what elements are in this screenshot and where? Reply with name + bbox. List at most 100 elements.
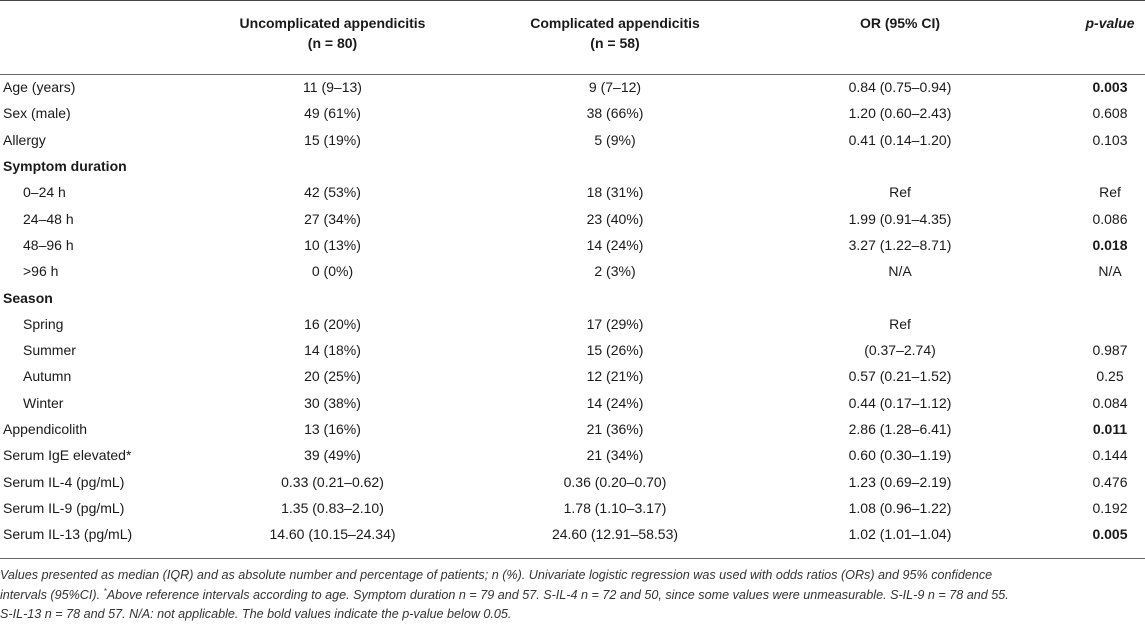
footnote-line-2b: Above reference intervals according to a… xyxy=(106,587,1009,602)
results-table: Uncomplicated appendicitis (n = 80) Comp… xyxy=(0,0,1145,547)
table-row: 24–48 h 27 (34%) 23 (40%) 1.99 (0.91–4.35) 0… xyxy=(0,205,1145,231)
complicated-value: 18 (31%) xyxy=(586,184,644,201)
row-label: 24–48 h xyxy=(23,210,74,227)
header-row: Uncomplicated appendicitis (n = 80) Comp… xyxy=(0,0,1145,56)
row-label: Winter xyxy=(23,394,64,411)
uncomplicated-value xyxy=(200,153,465,179)
header-or: OR (95% CI) xyxy=(859,15,941,31)
bottom-rule xyxy=(0,558,1145,559)
uncomplicated-value: 1.35 (0.83–2.10) xyxy=(281,499,384,516)
p-value xyxy=(1035,311,1145,337)
table-row: Symptom duration xyxy=(0,153,1145,179)
row-label: Age (years) xyxy=(3,79,76,96)
top-rule xyxy=(0,0,1145,1)
p-value: 0.011 xyxy=(1092,421,1128,437)
or-value: 1.02 (1.01–1.04) xyxy=(848,526,952,543)
header-pvalue: p-value xyxy=(1085,15,1135,31)
p-value: 0.086 xyxy=(1092,210,1128,227)
table-row: Winter 30 (38%) 14 (24%) 0.44 (0.17–1.12) 0.… xyxy=(0,390,1145,416)
or-value: 3.27 (1.22–8.71) xyxy=(848,236,952,253)
or-value: Ref xyxy=(889,184,911,201)
table-row: Serum IgE elevated* 39 (49%) 21 (34%) 0.60 … xyxy=(0,442,1145,468)
header-complicated-title: Complicated appendicitis xyxy=(530,15,700,31)
complicated-value: 21 (34%) xyxy=(586,447,644,464)
uncomplicated-value xyxy=(200,284,465,310)
table-row: Serum IL-13 (pg/mL) 14.60 (10.15–24.34) 24… xyxy=(0,521,1145,547)
complicated-value: 38 (66%) xyxy=(586,105,644,122)
or-value: 1.08 (0.96–1.22) xyxy=(848,499,952,516)
uncomplicated-value: 13 (16%) xyxy=(304,421,361,437)
row-label: Serum IL-9 (pg/mL) xyxy=(3,499,125,516)
complicated-value: 0.36 (0.20–0.70) xyxy=(563,473,667,490)
header-label-col xyxy=(0,0,200,56)
table-row: Serum IL-9 (pg/mL) 1.35 (0.83–2.10) 1.78 (… xyxy=(0,495,1145,521)
p-value: 0.192 xyxy=(1092,499,1128,516)
complicated-value: 9 (7–12) xyxy=(588,79,642,96)
complicated-value: 23 (40%) xyxy=(586,210,644,227)
uncomplicated-value: 15 (19%) xyxy=(304,131,361,148)
header-uncomplicated-n: (n = 80) xyxy=(307,35,358,51)
footnote-line-1: Values presented as median (IQR) and as … xyxy=(0,568,993,582)
footnote-line-2: intervals (95%CI). *Above reference inte… xyxy=(0,586,1140,606)
uncomplicated-value: 49 (61%) xyxy=(304,105,361,122)
row-label: Serum IL-4 (pg/mL) xyxy=(3,473,125,490)
or-value: N/A xyxy=(888,263,912,280)
row-label: Spring xyxy=(23,315,64,332)
complicated-value: 14 (24%) xyxy=(586,236,644,253)
complicated-value: 5 (9%) xyxy=(594,131,636,148)
or-value: 2.86 (1.28–6.41) xyxy=(848,421,952,437)
table-row: Autumn 20 (25%) 12 (21%) 0.57 (0.21–1.52) 0.… xyxy=(0,363,1145,389)
complicated-value: 14 (24%) xyxy=(586,394,644,411)
p-value: 0.25 xyxy=(1096,368,1124,385)
or-value: 0.84 (0.75–0.94) xyxy=(848,79,952,96)
p-value: 0.987 xyxy=(1092,342,1128,359)
table-row: Appendicolith 13 (16%) 21 (36%) 2.86 (1.28–… xyxy=(0,416,1145,442)
row-label: Sex (male) xyxy=(3,105,71,122)
table-row: Sex (male) 49 (61%) 38 (66%) 1.20 (0.60–2.4… xyxy=(0,100,1145,126)
or-value: 1.20 (0.60–2.43) xyxy=(848,105,952,122)
uncomplicated-value: 11 (9–13) xyxy=(303,79,362,96)
uncomplicated-value: 20 (25%) xyxy=(304,368,361,385)
p-value: Ref xyxy=(1099,184,1121,201)
table-footnote: Values presented as median (IQR) and as … xyxy=(0,566,1140,625)
or-value: 0.57 (0.21–1.52) xyxy=(848,368,952,385)
table-row: >96 h 0 (0%) 2 (3%) N/A N/A xyxy=(0,258,1145,284)
or-value xyxy=(765,284,1035,310)
table-row: Allergy 15 (19%) 5 (9%) 0.41 (0.14–1.20) 0.1… xyxy=(0,127,1145,153)
complicated-value: 1.78 (1.10–3.17) xyxy=(563,499,667,516)
p-value xyxy=(1035,284,1145,310)
p-value: N/A xyxy=(1098,263,1122,280)
uncomplicated-value: 10 (13%) xyxy=(304,236,361,253)
complicated-value xyxy=(465,284,765,310)
uncomplicated-value: 42 (53%) xyxy=(304,184,361,201)
table-row: Spring 16 (20%) 17 (29%) Ref xyxy=(0,311,1145,337)
or-value: 0.60 (0.30–1.19) xyxy=(848,447,952,464)
p-value: 0.476 xyxy=(1092,473,1128,490)
uncomplicated-value: 14 (18%) xyxy=(304,342,361,359)
table-row: 48–96 h 10 (13%) 14 (24%) 3.27 (1.22–8.71) 0… xyxy=(0,232,1145,258)
complicated-value: 21 (36%) xyxy=(586,421,644,437)
table-body: Age (years) 11 (9–13) 9 (7–12) 0.84 (0.75–0… xyxy=(0,56,1145,547)
table-row: Season xyxy=(0,284,1145,310)
table-row: Summer 14 (18%) 15 (26%) (0.37–2.74) 0.987 xyxy=(0,337,1145,363)
table-row: 0–24 h 42 (53%) 18 (31%) Ref Ref xyxy=(0,179,1145,205)
row-label: Summer xyxy=(23,342,76,359)
or-value: 1.23 (0.69–2.19) xyxy=(848,473,952,490)
complicated-value xyxy=(465,153,765,179)
p-value: 0.005 xyxy=(1092,526,1128,543)
row-label: Serum IL-13 (pg/mL) xyxy=(3,526,133,543)
complicated-value: 24.60 (12.91–58.53) xyxy=(551,526,679,543)
row-label: 48–96 h xyxy=(23,236,74,253)
row-label: Allergy xyxy=(3,131,46,148)
uncomplicated-value: 16 (20%) xyxy=(304,315,361,332)
complicated-value: 17 (29%) xyxy=(586,315,644,332)
or-value: (0.37–2.74) xyxy=(864,342,936,359)
uncomplicated-value: 27 (34%) xyxy=(304,210,361,227)
or-value: 0.41 (0.14–1.20) xyxy=(848,131,952,148)
p-value: 0.103 xyxy=(1092,131,1128,148)
uncomplicated-value: 0 (0%) xyxy=(311,263,354,280)
complicated-value: 12 (21%) xyxy=(586,368,644,385)
or-value: 0.44 (0.17–1.12) xyxy=(848,394,952,411)
or-value: Ref xyxy=(889,315,911,332)
